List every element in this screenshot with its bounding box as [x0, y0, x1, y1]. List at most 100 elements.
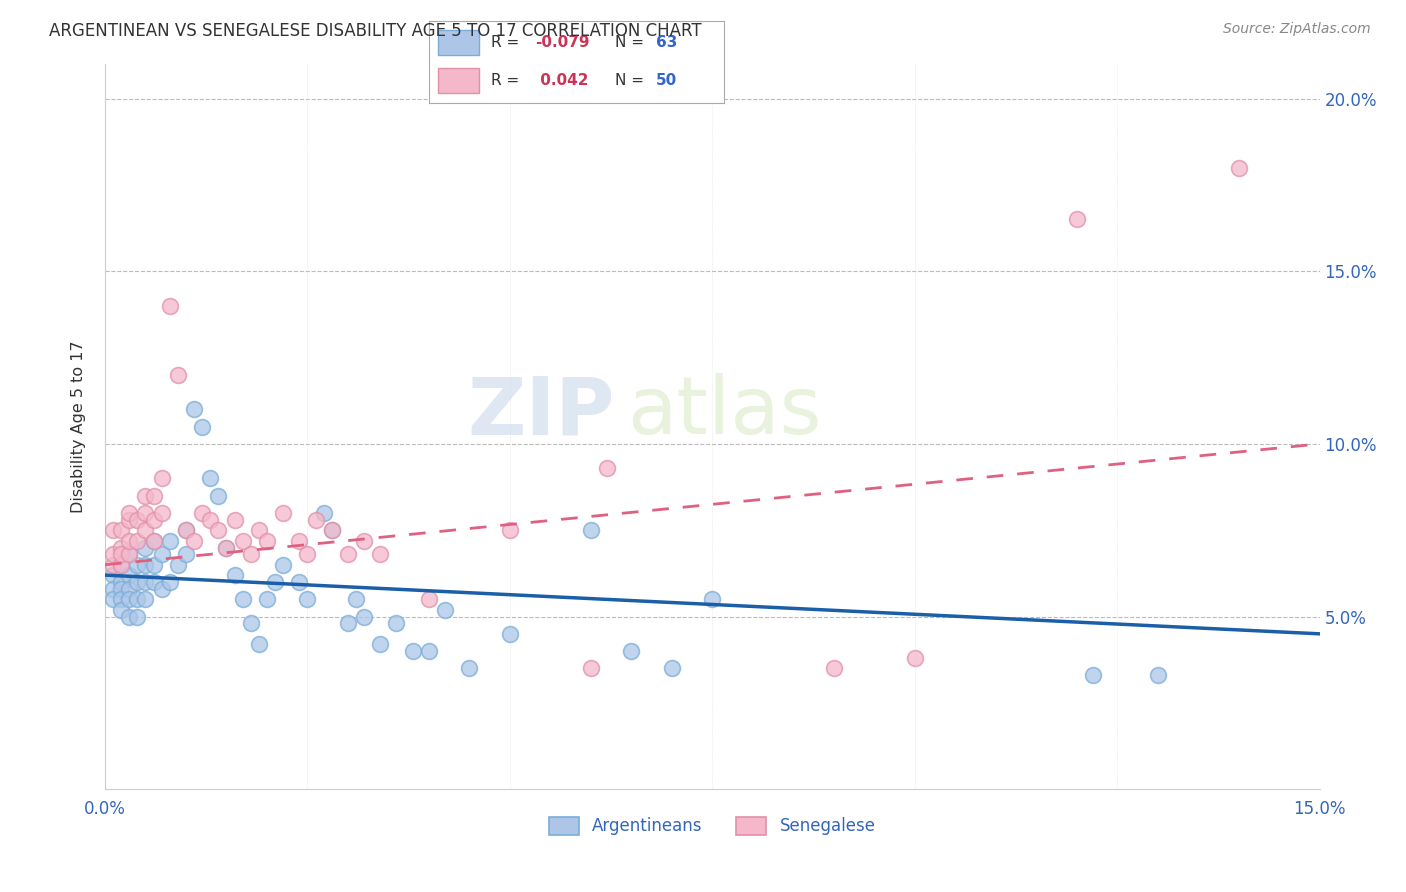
Point — [232, 592, 254, 607]
Point — [1081, 668, 1104, 682]
Point — [904, 651, 927, 665]
Point — [297, 548, 319, 562]
Point — [134, 489, 156, 503]
Point — [183, 533, 205, 548]
Point — [256, 592, 278, 607]
Point — [191, 506, 214, 520]
Point — [224, 568, 246, 582]
Point — [110, 548, 132, 562]
Point — [101, 523, 124, 537]
Point — [271, 506, 294, 520]
Point — [336, 548, 359, 562]
Legend: Argentineans, Senegalese: Argentineans, Senegalese — [548, 816, 876, 835]
Point — [579, 661, 602, 675]
Point — [256, 533, 278, 548]
Text: 50: 50 — [657, 73, 678, 88]
Text: R =: R = — [491, 35, 524, 50]
Point — [118, 592, 141, 607]
Point — [247, 637, 270, 651]
Point — [127, 533, 149, 548]
Point — [159, 575, 181, 590]
Point — [207, 523, 229, 537]
Point — [110, 523, 132, 537]
Bar — [437, 30, 479, 55]
Point — [215, 541, 238, 555]
Point — [134, 575, 156, 590]
Point — [321, 523, 343, 537]
Point — [183, 402, 205, 417]
Point — [118, 506, 141, 520]
Point — [134, 592, 156, 607]
Point — [1146, 668, 1168, 682]
Point — [159, 299, 181, 313]
Text: ZIP: ZIP — [468, 373, 614, 451]
Point — [368, 637, 391, 651]
Point — [661, 661, 683, 675]
Point — [118, 513, 141, 527]
Point — [110, 558, 132, 572]
Point — [110, 575, 132, 590]
Point — [101, 568, 124, 582]
Point — [150, 582, 173, 596]
Point — [127, 513, 149, 527]
Point — [336, 616, 359, 631]
Point — [215, 541, 238, 555]
Point — [1227, 161, 1250, 175]
Point — [402, 644, 425, 658]
Point — [232, 533, 254, 548]
Point — [224, 513, 246, 527]
Point — [239, 548, 262, 562]
Point — [207, 489, 229, 503]
Text: -0.079: -0.079 — [536, 35, 589, 50]
Point — [118, 568, 141, 582]
Point — [134, 506, 156, 520]
Point — [101, 558, 124, 572]
Point — [434, 602, 457, 616]
Point — [264, 575, 287, 590]
Point — [239, 616, 262, 631]
Text: R =: R = — [491, 73, 524, 88]
Point — [304, 513, 326, 527]
Point — [288, 575, 311, 590]
Text: N =: N = — [614, 35, 648, 50]
Point — [134, 541, 156, 555]
Y-axis label: Disability Age 5 to 17: Disability Age 5 to 17 — [72, 341, 86, 513]
Text: atlas: atlas — [627, 373, 821, 451]
Point — [142, 513, 165, 527]
Point — [127, 558, 149, 572]
Point — [297, 592, 319, 607]
Point — [353, 609, 375, 624]
Point — [110, 602, 132, 616]
Point — [200, 471, 222, 485]
Point — [418, 592, 440, 607]
Point — [142, 489, 165, 503]
Point — [823, 661, 845, 675]
Point — [418, 644, 440, 658]
Point — [288, 533, 311, 548]
Point — [110, 541, 132, 555]
Bar — [437, 68, 479, 93]
Point — [110, 582, 132, 596]
Point — [101, 582, 124, 596]
Point — [702, 592, 724, 607]
Point — [174, 548, 197, 562]
Point — [118, 548, 141, 562]
Point — [134, 558, 156, 572]
Point — [368, 548, 391, 562]
Point — [321, 523, 343, 537]
Point — [118, 548, 141, 562]
Point — [127, 592, 149, 607]
Point — [579, 523, 602, 537]
Point — [167, 368, 190, 382]
Point — [127, 575, 149, 590]
Point — [596, 461, 619, 475]
Point — [167, 558, 190, 572]
Point — [344, 592, 367, 607]
Point — [127, 609, 149, 624]
Point — [200, 513, 222, 527]
Point — [110, 592, 132, 607]
Text: Source: ZipAtlas.com: Source: ZipAtlas.com — [1223, 22, 1371, 37]
Point — [142, 575, 165, 590]
Point — [110, 558, 132, 572]
Point — [312, 506, 335, 520]
